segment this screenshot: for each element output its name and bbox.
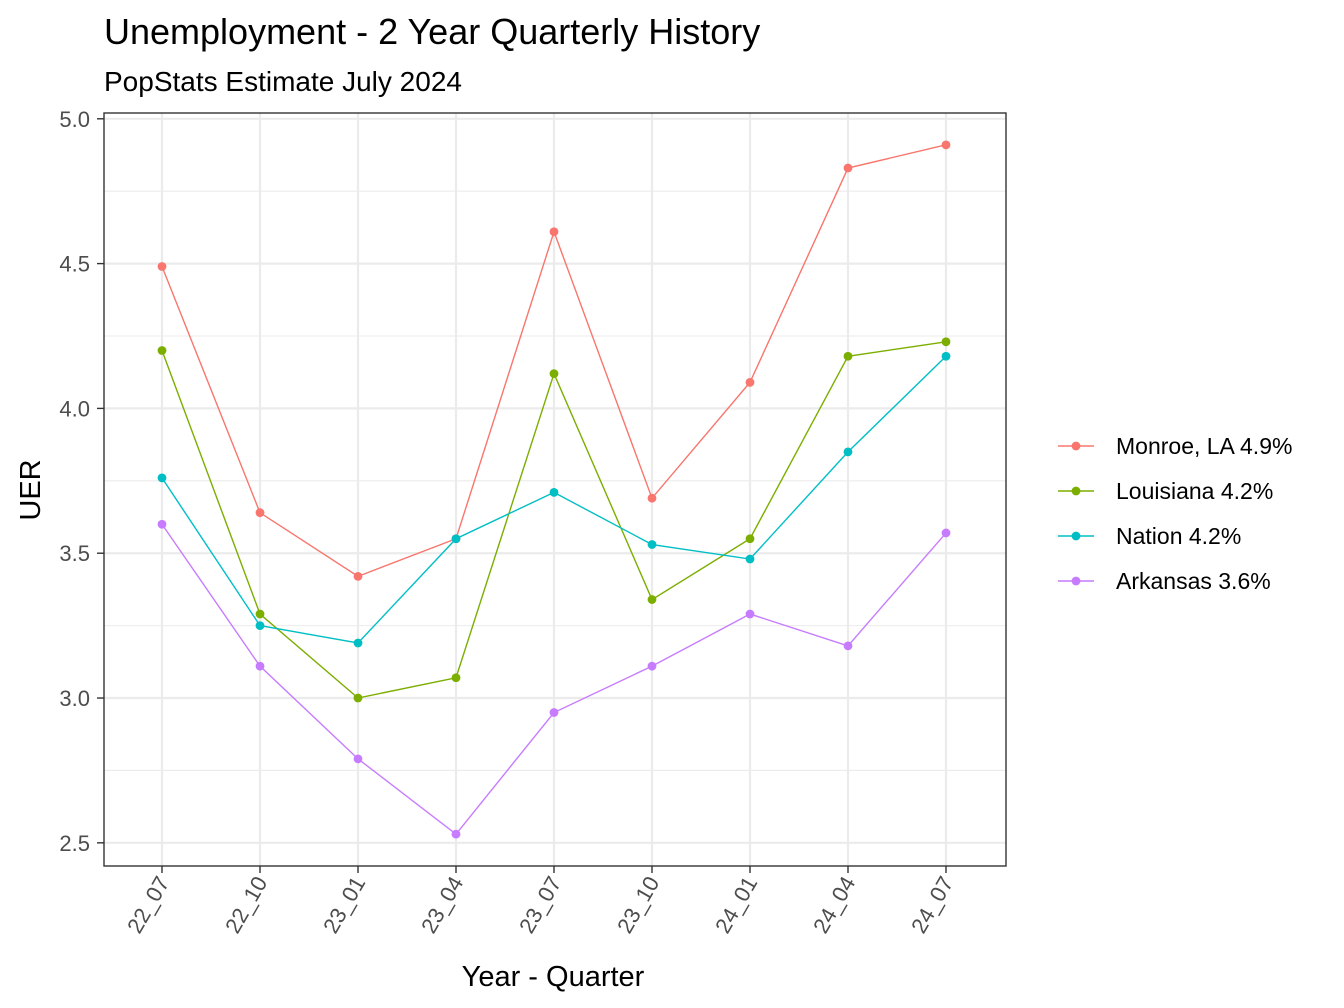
legend-key-point <box>1071 486 1081 496</box>
y-tick-label: 5.0 <box>59 107 90 132</box>
x-tick-label: 24_04 <box>808 872 860 937</box>
data-point <box>745 609 755 619</box>
major-gridlines <box>104 113 1006 866</box>
x-tick-label: 23_04 <box>416 872 468 937</box>
x-tick-label: 23_10 <box>612 872 664 937</box>
data-point <box>647 540 657 549</box>
x-tick-label: 24_01 <box>710 872 762 937</box>
data-point <box>941 528 951 538</box>
data-point <box>549 708 559 717</box>
x-tick-label: 22_07 <box>122 872 174 937</box>
chart-title: Unemployment - 2 Year Quarterly History <box>104 11 760 52</box>
data-point <box>255 621 265 631</box>
x-axis-title: Year - Quarter <box>462 961 645 993</box>
data-point <box>157 473 167 483</box>
y-tick-label: 2.5 <box>59 831 90 856</box>
series-layer <box>157 140 951 839</box>
data-point <box>451 534 461 544</box>
data-point <box>157 262 167 271</box>
y-tick-label: 4.5 <box>59 252 90 277</box>
data-point <box>353 638 363 648</box>
data-point <box>255 661 265 671</box>
data-point <box>843 641 853 651</box>
y-tick-label: 3.5 <box>59 541 90 566</box>
data-point <box>843 163 853 173</box>
data-point <box>255 609 265 619</box>
y-tick-label: 3.0 <box>59 686 90 711</box>
data-point <box>745 377 755 387</box>
data-point <box>451 673 461 683</box>
data-point <box>941 351 951 361</box>
x-tick-label: 23_01 <box>318 872 370 937</box>
data-point <box>647 595 657 604</box>
data-point <box>549 487 559 497</box>
data-point <box>353 571 363 581</box>
legend-label: Louisiana 4.2% <box>1116 478 1273 504</box>
x-tick-label: 23_07 <box>514 872 566 937</box>
data-point <box>843 351 853 361</box>
data-point <box>843 447 853 457</box>
data-point <box>745 554 755 564</box>
legend-key-point <box>1071 576 1081 586</box>
data-point <box>255 508 265 518</box>
data-point <box>549 227 559 237</box>
x-axis: 22_07 22_10 23_01 23_04 23_07 23_10 24_01 24_04… <box>122 866 958 937</box>
data-point <box>157 519 167 529</box>
data-point <box>451 829 461 839</box>
legend-key-point <box>1071 441 1081 451</box>
x-tick-label: 24_07 <box>906 872 958 937</box>
data-point <box>941 337 951 347</box>
data-point <box>647 493 657 503</box>
plot-panel-border <box>103 112 1007 867</box>
y-axis-title: UER <box>15 459 47 520</box>
y-tick-label: 4.0 <box>59 396 90 421</box>
y-axis: 2.5 3.0 3.5 4.0 4.5 5.0 <box>59 107 104 856</box>
chart-subtitle: PopStats Estimate July 2024 <box>104 66 462 97</box>
data-point <box>647 661 657 671</box>
legend-label: Arkansas 3.6% <box>1116 568 1271 594</box>
legend: Monroe, LA 4.9% Louisiana 4.2% Nation 4.2%… <box>1058 433 1292 594</box>
legend-label: Monroe, LA 4.9% <box>1116 433 1292 459</box>
x-tick-label: 22_10 <box>220 872 272 937</box>
data-point <box>941 140 951 150</box>
data-point <box>353 693 363 703</box>
legend-label: Nation 4.2% <box>1116 523 1241 549</box>
data-point <box>549 369 559 379</box>
data-point <box>745 534 755 544</box>
data-point <box>157 346 167 355</box>
legend-key-point <box>1071 531 1081 541</box>
data-point <box>353 754 363 764</box>
